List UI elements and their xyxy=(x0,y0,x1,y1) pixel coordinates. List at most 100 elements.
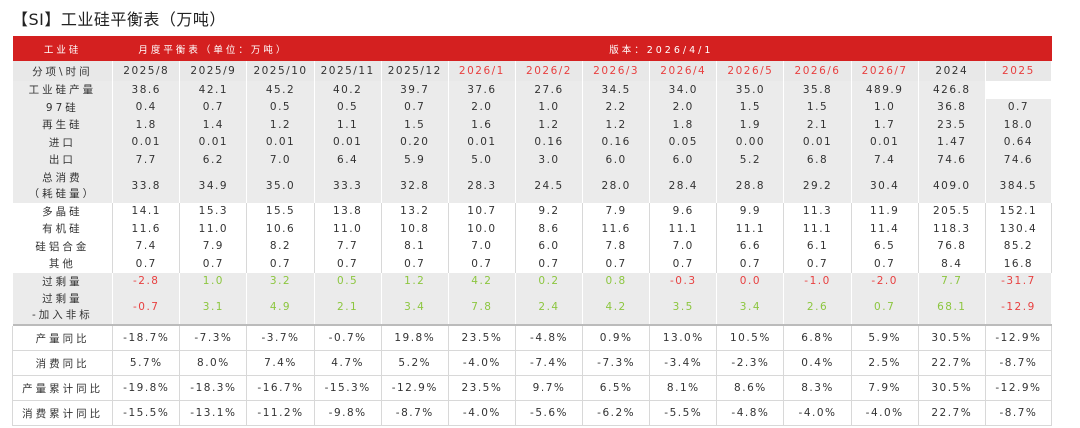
table-cell: 0.7 xyxy=(246,255,315,273)
column-header-2: 2025/9 xyxy=(179,61,248,81)
table-cell: 1.5 xyxy=(783,98,852,116)
table-cell: 9.7% xyxy=(515,375,584,401)
table-cell: 11.0 xyxy=(314,220,382,238)
table-cell: 0.7 xyxy=(783,255,852,273)
table-cell: 0.5 xyxy=(314,98,382,116)
table-cell: 39.7 xyxy=(381,81,449,99)
table-cell: 130.4 xyxy=(985,220,1053,238)
table-cell: 9.6 xyxy=(649,202,718,220)
table-cell: 7.8 xyxy=(582,237,651,255)
page-title: 【SI】工业硅平衡表（万吨） xyxy=(12,10,226,29)
column-header-4: 2025/11 xyxy=(314,61,382,81)
table-cell: -12.9% xyxy=(381,375,449,401)
table-row: 硅铝合金 7.4 7.9 8.2 7.7 8.1 7.0 6.0 7.8 7.0 6.6 6.1 6.5… xyxy=(12,237,1053,255)
table-cell: 0.01 xyxy=(851,133,919,151)
table-cell: -12.9 xyxy=(985,290,1053,324)
table-cell: 2.0 xyxy=(448,98,516,116)
table-cell: 118.3 xyxy=(918,220,986,238)
row-label: 出口 xyxy=(12,151,114,169)
table-cell: 34.0 xyxy=(649,81,718,99)
row-label: 消费累计同比 xyxy=(11,400,114,426)
table-cell: 30.4 xyxy=(851,168,919,203)
row-label: 硅铝合金 xyxy=(12,237,114,255)
table-cell: 13.2 xyxy=(381,202,449,220)
table-cell: 2.2 xyxy=(582,98,651,116)
table-cell: 40.2 xyxy=(314,81,382,99)
column-header-13: 2024 xyxy=(918,61,986,81)
table-header-row: 工业硅 月度平衡表（单位：万吨） 版本：2026/4/1 xyxy=(12,36,1052,61)
table-cell: -3.7% xyxy=(246,326,315,351)
header-table-name: 月度平衡表（单位：万吨） xyxy=(112,36,315,61)
table-cell: 409.0 xyxy=(918,168,986,203)
table-cell: 36.8 xyxy=(918,98,986,116)
column-header-9: 2026/4 xyxy=(649,61,718,81)
pct-row: 产量同比 -18.7% -7.3% -3.7% -0.7% 19.8% 23.5% -4.8%… xyxy=(11,326,1053,351)
table-cell: 2.6 xyxy=(783,290,852,324)
table-cell: 2.4 xyxy=(515,290,584,324)
table-cell: 5.7% xyxy=(112,350,181,376)
table-cell: 10.7 xyxy=(448,202,516,220)
table-cell: 0.4% xyxy=(783,350,852,376)
table-cell: 0.01 xyxy=(783,133,852,151)
table-cell: 11.1 xyxy=(783,220,852,238)
table-cell: 5.9% xyxy=(851,326,919,351)
table-cell: 6.4 xyxy=(314,151,382,169)
table-cell: 0.7 xyxy=(515,255,584,273)
table-cell: 1.2 xyxy=(381,272,449,290)
table-cell: 74.6 xyxy=(918,151,986,169)
table-cell: 5.2 xyxy=(716,151,785,169)
table-cell: 0.7 xyxy=(179,255,248,273)
table-cell: 7.4% xyxy=(246,350,315,376)
table-cell: 6.0 xyxy=(582,151,651,169)
table-cell: 1.0 xyxy=(851,98,919,116)
table-cell: 23.5% xyxy=(448,375,516,401)
table-cell: 0.7 xyxy=(649,255,718,273)
table-cell: -5.5% xyxy=(649,400,718,426)
table-cell: 28.4 xyxy=(649,168,718,203)
table-cell: 16.8 xyxy=(985,255,1053,273)
table-cell: 0.7 xyxy=(381,98,449,116)
column-header-6: 2026/1 xyxy=(448,61,516,81)
table-cell: 45.2 xyxy=(246,81,315,99)
table-cell: 5.2% xyxy=(381,350,449,376)
table-cell: -5.6% xyxy=(515,400,584,426)
table-cell: 35.0 xyxy=(716,81,785,99)
table-cell: 28.3 xyxy=(448,168,516,203)
table-cell: 1.0 xyxy=(179,272,248,290)
table-cell: 0.7 xyxy=(985,98,1053,116)
table-cell: -12.9% xyxy=(985,326,1053,351)
table-cell: 7.0 xyxy=(448,237,516,255)
table-cell: 6.8% xyxy=(783,326,852,351)
table-cell: 0.7 xyxy=(851,290,919,324)
table-cell: 1.2 xyxy=(582,116,651,134)
table-cell: 33.8 xyxy=(112,168,181,203)
table-row: 总消费 （耗硅量） 33.8 34.9 35.0 33.3 32.8 28.3 24.5 28.0… xyxy=(12,168,1053,203)
table-cell: 1.2 xyxy=(515,116,584,134)
table-cell: -2.3% xyxy=(716,350,785,376)
table-cell: 8.3% xyxy=(783,375,852,401)
table-cell: 6.8 xyxy=(783,151,852,169)
table-cell: 3.4 xyxy=(381,290,449,324)
table-cell: 35.0 xyxy=(246,168,315,203)
balance-table: 工业硅 月度平衡表（单位：万吨） 版本：2026/4/1 分项\时间 2025/8 202… xyxy=(11,36,1053,426)
table-cell: 7.7 xyxy=(112,151,181,169)
table-cell: -2.0 xyxy=(851,272,919,290)
table-cell: 37.6 xyxy=(448,81,516,99)
table-cell: 0.9% xyxy=(582,326,651,351)
table-cell: -15.3% xyxy=(314,375,382,401)
table-row: 多晶硅 14.1 15.3 15.5 13.8 13.2 10.7 9.2 7.9 9.6 9.9 1… xyxy=(12,202,1053,220)
table-cell: 4.2 xyxy=(582,290,651,324)
header-spacer xyxy=(783,36,1052,61)
table-cell: -31.7 xyxy=(985,272,1053,290)
table-cell: -19.8% xyxy=(112,375,181,401)
table-cell: 34.9 xyxy=(179,168,248,203)
table-cell: -18.7% xyxy=(112,326,181,351)
row-label: 97硅 xyxy=(12,98,114,116)
header-spacer xyxy=(314,36,382,61)
table-cell: 0.7 xyxy=(112,255,181,273)
header-version: 版本：2026/4/1 xyxy=(381,36,784,61)
table-cell: 0.01 xyxy=(179,133,248,151)
table-cell: 76.8 xyxy=(918,237,986,255)
table-cell: 0.4 xyxy=(112,98,181,116)
column-header-row: 分项\时间 2025/8 2025/9 2025/10 2025/11 2025/12 20… xyxy=(12,61,1053,81)
